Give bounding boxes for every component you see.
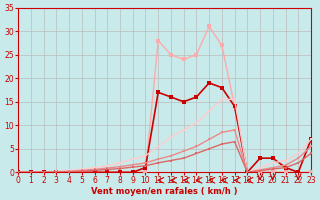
- X-axis label: Vent moyen/en rafales ( km/h ): Vent moyen/en rafales ( km/h ): [91, 187, 238, 196]
